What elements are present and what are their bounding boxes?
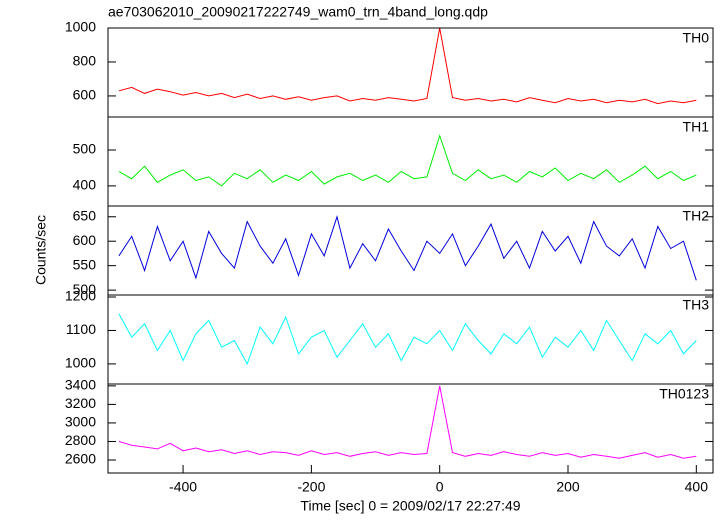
y-tick-label: 3000 bbox=[65, 414, 96, 430]
series-label: TH0123 bbox=[659, 386, 709, 402]
y-tick-label: 3200 bbox=[65, 395, 96, 411]
x-tick-label: -400 bbox=[169, 479, 197, 495]
y-tick-label: 600 bbox=[73, 232, 97, 248]
y-tick-label: 500 bbox=[73, 281, 97, 297]
chart-title: ae703062010_20090217222749_wam0_trn_4ban… bbox=[108, 4, 488, 20]
x-tick-label: 0 bbox=[436, 479, 444, 495]
panel-frame bbox=[107, 294, 714, 385]
y-tick-label: 550 bbox=[73, 256, 97, 272]
y-tick-label: 800 bbox=[73, 53, 97, 69]
y-tick-label: 2800 bbox=[65, 432, 96, 448]
light-curve bbox=[118, 28, 697, 105]
y-tick-label: 650 bbox=[73, 207, 97, 223]
panel-frame bbox=[107, 27, 714, 118]
y-tick-label: 500 bbox=[73, 141, 97, 157]
light-curve bbox=[118, 313, 697, 366]
series-label: TH0 bbox=[683, 30, 710, 46]
y-tick-label: 1100 bbox=[66, 321, 96, 337]
light-curve bbox=[118, 385, 697, 459]
y-tick-label: 1000 bbox=[65, 355, 96, 371]
y-tick-label: 400 bbox=[73, 177, 97, 193]
y-tick-label: 2600 bbox=[65, 451, 96, 467]
panel-frame bbox=[107, 205, 714, 296]
x-tick-label: 200 bbox=[556, 479, 580, 495]
y-tick-label: 600 bbox=[73, 87, 97, 103]
y-tick-label: 1200 bbox=[65, 288, 96, 304]
light-curve bbox=[118, 215, 697, 281]
x-tick-label: -200 bbox=[297, 479, 325, 495]
y-tick-label: 3400 bbox=[65, 377, 96, 393]
x-tick-label: 400 bbox=[685, 479, 709, 495]
panel-frame bbox=[107, 383, 714, 474]
series-label: TH1 bbox=[683, 119, 710, 135]
light-curve bbox=[118, 134, 697, 187]
y-axis-label: Counts/sec bbox=[33, 215, 49, 285]
series-label: TH3 bbox=[683, 297, 710, 313]
x-axis-label: Time [sec] 0 = 2009/02/17 22:27:49 bbox=[300, 498, 520, 514]
panel-frame bbox=[107, 116, 714, 207]
series-label: TH2 bbox=[683, 208, 710, 224]
y-tick-label: 1000 bbox=[65, 19, 96, 35]
